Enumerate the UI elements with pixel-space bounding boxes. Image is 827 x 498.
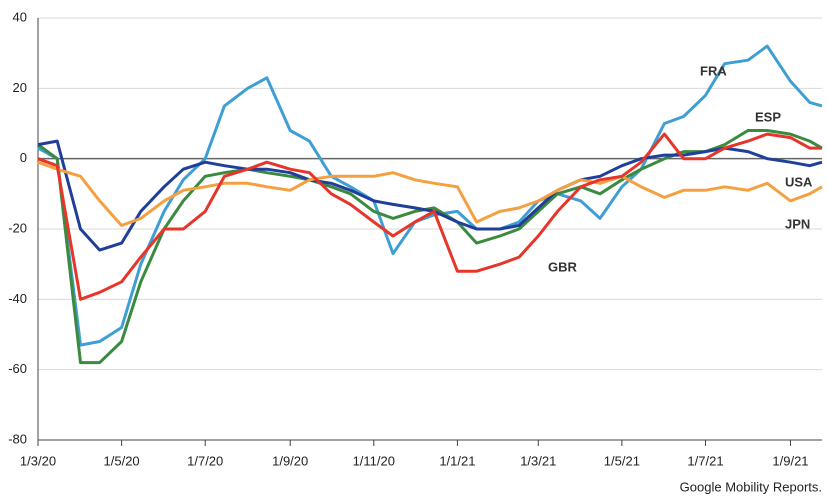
y-tick-label: 40 — [13, 9, 27, 24]
series-label: USA — [785, 174, 813, 189]
x-tick-label: 1/3/21 — [520, 453, 556, 468]
y-tick-label: -60 — [8, 361, 27, 376]
series-label: JPN — [785, 216, 810, 231]
series-line — [37, 129, 823, 365]
series-label: FRA — [700, 63, 727, 78]
x-tick-label: 1/7/21 — [687, 453, 723, 468]
y-tick-label: -40 — [8, 291, 27, 306]
x-tick-label: 1/9/21 — [772, 453, 808, 468]
x-tick-label: 1/5/20 — [104, 453, 140, 468]
x-tick-label: 1/9/20 — [272, 453, 308, 468]
series-line — [37, 160, 823, 227]
y-tick-label: 20 — [13, 80, 27, 95]
source-note: Google Mobility Reports. — [680, 479, 822, 494]
x-tick-label: 1/11/20 — [353, 453, 395, 468]
series-line — [37, 132, 822, 301]
y-tick-label: -20 — [8, 220, 27, 235]
x-tick-label: 1/1/21 — [439, 453, 475, 468]
y-tick-label: 0 — [20, 150, 27, 165]
x-tick-label: 1/5/21 — [604, 453, 640, 468]
x-tick-label: 1/3/20 — [20, 453, 56, 468]
series-label: ESP — [755, 109, 781, 124]
y-tick-label: -80 — [8, 431, 27, 446]
x-tick-label: 1/7/20 — [187, 453, 223, 468]
series-label: GBR — [548, 259, 578, 274]
